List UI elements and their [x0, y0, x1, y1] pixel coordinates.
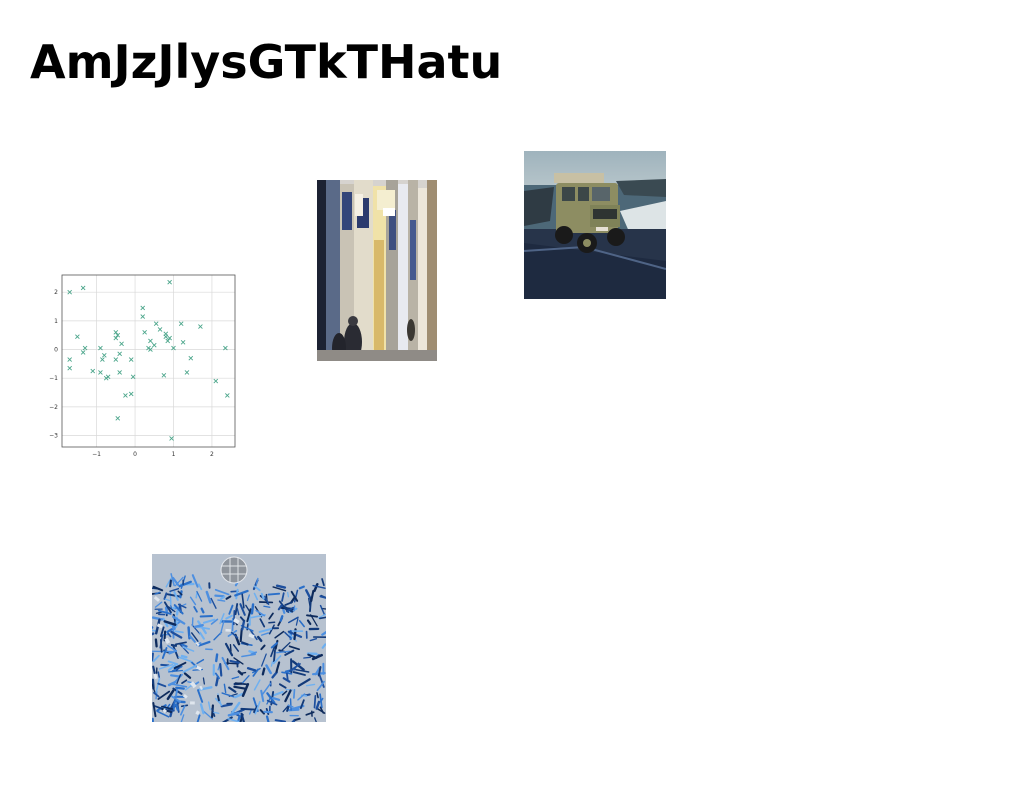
scatter-point: [140, 305, 146, 311]
scatter-point: [117, 351, 122, 357]
scatter-point: [105, 374, 111, 380]
scatter-point: [98, 370, 103, 375]
scatter-plot-svg: −1 0 1 2 2 1 0 −1 −2 −3: [49, 274, 236, 458]
x-tick-label: 0: [133, 451, 137, 458]
scatter-point: [171, 345, 176, 351]
scatter-point: [80, 350, 86, 355]
scatter-point: [161, 373, 167, 378]
scatter-point: [67, 365, 73, 371]
scatter-point: [128, 357, 134, 362]
x-tick-label: −1: [92, 451, 101, 458]
scatter-point: [130, 374, 136, 380]
scatter-point: [80, 285, 86, 291]
jeep-photo: [524, 151, 666, 299]
scatter-point: [198, 324, 203, 329]
scatter-point: [82, 345, 88, 351]
y-tick-label: 1: [54, 318, 58, 325]
scatter-point: [67, 289, 73, 295]
scatter-point: [163, 334, 169, 339]
scatter-point: [184, 370, 190, 375]
scatter-point: [117, 370, 122, 375]
y-tick-label: −1: [49, 375, 58, 382]
scatter-point: [148, 347, 153, 352]
scatter-point: [224, 393, 230, 398]
scatter-point: [123, 393, 128, 398]
y-tick-label: −3: [49, 433, 58, 440]
scatter-point: [165, 338, 171, 344]
scatter-point: [75, 334, 80, 339]
scatter-point: [213, 378, 219, 384]
tinsel-photo: [152, 554, 326, 722]
jeep-photo-art: [524, 151, 666, 299]
scatter-point: [142, 330, 147, 335]
page-title: AmJzJlysGTkTHatu: [30, 35, 503, 89]
scatter-point: [90, 368, 96, 374]
scatter-point: [223, 345, 228, 351]
street-photo-art: [317, 180, 437, 361]
scatter-point: [148, 338, 153, 344]
scatter-point: [101, 352, 107, 358]
scatter-point: [115, 332, 121, 338]
x-tick-label: 1: [172, 451, 176, 458]
scatter-point: [98, 345, 103, 351]
scatter-point: [167, 279, 172, 285]
y-tick-label: 0: [54, 347, 58, 354]
scatter-point: [100, 357, 105, 362]
scatter-point: [151, 342, 157, 348]
scatter-point: [180, 340, 186, 345]
street-photo: [317, 180, 437, 361]
scatter-point: [178, 321, 184, 327]
scatter-point: [115, 416, 121, 421]
scatter-point: [113, 330, 119, 335]
y-tick-label: 2: [54, 289, 58, 296]
scatter-point: [140, 314, 146, 319]
scatter-plot-image: −1 0 1 2 2 1 0 −1 −2 −3: [40, 265, 244, 465]
y-tick-label: −2: [49, 404, 58, 411]
scatter-point: [157, 327, 163, 332]
scatter-point: [128, 391, 134, 397]
scatter-point: [67, 357, 73, 362]
scatter-point: [153, 321, 159, 327]
scatter-point: [169, 436, 174, 441]
plot-frame: [61, 274, 236, 448]
scatter-point: [113, 335, 119, 341]
scatter-point: [113, 357, 119, 362]
scatter-point: [167, 335, 172, 341]
tinsel-photo-art: [152, 554, 326, 722]
x-tick-label: 2: [210, 451, 214, 458]
scatter-point: [119, 341, 124, 347]
scatter-point: [188, 355, 194, 361]
